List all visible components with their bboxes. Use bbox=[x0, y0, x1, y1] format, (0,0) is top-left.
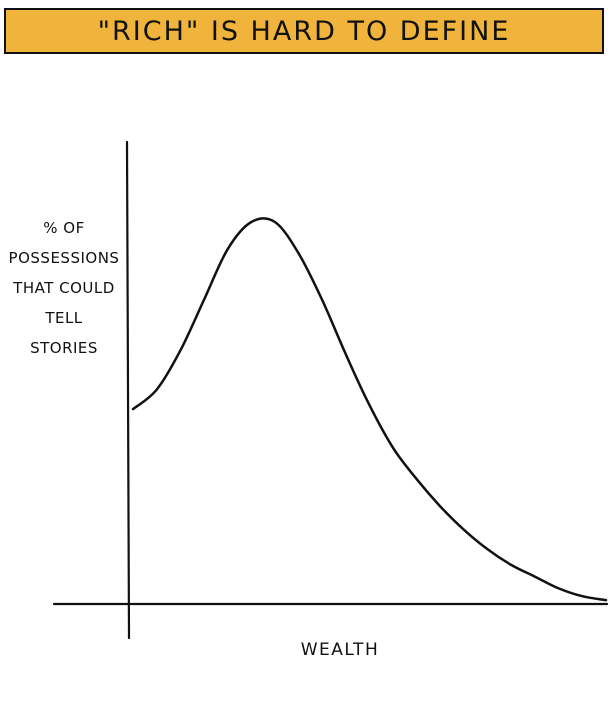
y-axis-label-line: TELL bbox=[45, 309, 83, 327]
y-axis-label-line: % OF bbox=[43, 219, 85, 237]
series-points bbox=[132, 221, 607, 601]
y-axis-label-line: STORIES bbox=[30, 339, 98, 357]
y-axis-line bbox=[125, 140, 131, 640]
chart-title: "RICH" IS HARD TO DEFINE bbox=[97, 15, 511, 47]
y-axis-label-line: POSSESSIONS bbox=[8, 249, 120, 267]
x-axis-label: WEALTH bbox=[300, 640, 380, 660]
y-axis-label: % OF POSSESSIONS THAT COULD TELL STORIES bbox=[0, 213, 128, 363]
series-line bbox=[131, 217, 608, 602]
y-axis-label-line: THAT COULD bbox=[13, 279, 115, 297]
title-banner: "RICH" IS HARD TO DEFINE bbox=[4, 8, 604, 54]
